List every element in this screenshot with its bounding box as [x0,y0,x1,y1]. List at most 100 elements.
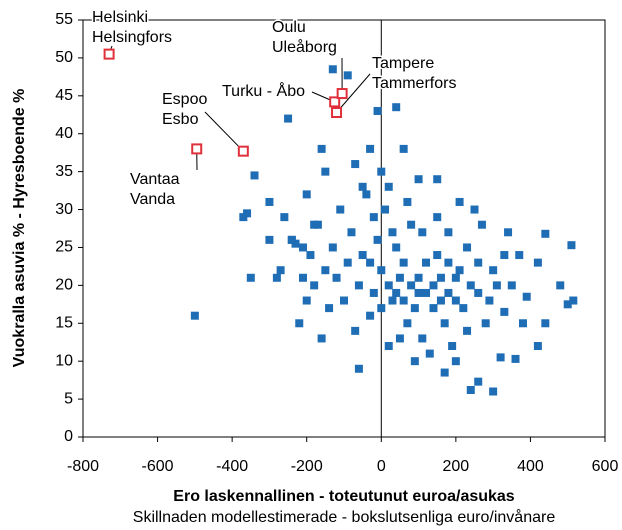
highlight-point [103,48,115,60]
point [358,251,367,260]
plot-frame [82,19,606,438]
point [243,209,252,218]
point [569,296,578,305]
point [317,144,326,153]
point [418,334,427,343]
point [489,266,498,275]
point [489,387,498,396]
point [436,296,445,305]
point [310,281,319,290]
point [433,213,442,222]
point [433,175,442,184]
point [377,167,386,176]
point [399,296,408,305]
point [298,273,307,282]
point [388,228,397,237]
point [280,213,289,222]
x-tick-label: -200 [291,458,323,475]
point [485,296,494,305]
leader-line [204,111,244,152]
y-tick-label: 40 [55,125,73,142]
point [533,258,542,267]
point [451,296,460,305]
point [392,288,401,297]
point [392,103,401,112]
point [377,304,386,313]
highlight-label: Helsinki [92,9,148,26]
point [302,190,311,199]
point [429,304,438,313]
point [422,288,431,297]
point [354,364,363,373]
point [414,273,423,282]
highlight-label: Tammerfors [372,75,456,92]
point [373,106,382,115]
y-tick-label: 25 [55,239,73,256]
point [395,334,404,343]
point [563,300,572,309]
point [410,304,419,313]
y-tick-label: 5 [64,390,73,407]
point [496,353,505,362]
point [470,205,479,214]
point [358,182,367,191]
highlight-label: Oulu [272,19,306,36]
point [399,258,408,267]
highlight-label: Turku - Åbo [222,81,305,100]
point [481,319,490,328]
highlight-point [191,143,203,155]
point [328,243,337,252]
leader-line [336,73,371,113]
point [440,319,449,328]
point [425,349,434,358]
point [336,205,345,214]
point [328,65,337,74]
x-tick-label: -800 [67,458,99,475]
point [392,243,401,252]
point [429,281,438,290]
point [343,71,352,80]
point [265,235,274,244]
point [567,241,576,250]
y-tick-label: 20 [55,277,73,294]
point [511,354,520,363]
point [477,220,486,229]
point [369,288,378,297]
x-tick-label: 0 [377,458,386,475]
y-tick-label: 10 [55,352,73,369]
highlight-label: Vanda [130,191,175,208]
y-tick-label: 30 [55,201,73,218]
y-tick-label: 50 [55,49,73,66]
y-axis-label: Vuokralla asuvia % - Hyresboende % [11,89,28,368]
y-tick-label: 15 [55,314,73,331]
highlight-label: Helsingfors [92,29,172,46]
y-tick-label: 0 [64,428,73,445]
point [407,281,416,290]
highlight-point [237,145,249,157]
point [444,288,453,297]
point [500,251,509,260]
point [313,220,322,229]
point [466,281,475,290]
x-tick-label: 400 [517,458,544,475]
point [556,281,565,290]
point [414,175,423,184]
y-tick-label: 45 [55,87,73,104]
point [295,319,304,328]
point [384,182,393,191]
point [287,235,296,244]
point [500,307,509,316]
highlight-point [329,96,341,108]
point [351,160,360,169]
point [343,258,352,267]
point [455,197,464,206]
point [507,281,516,290]
point [448,342,457,351]
point [366,144,375,153]
point [522,292,531,301]
point [377,266,386,275]
point [451,273,460,282]
point [518,319,527,328]
point [366,311,375,320]
